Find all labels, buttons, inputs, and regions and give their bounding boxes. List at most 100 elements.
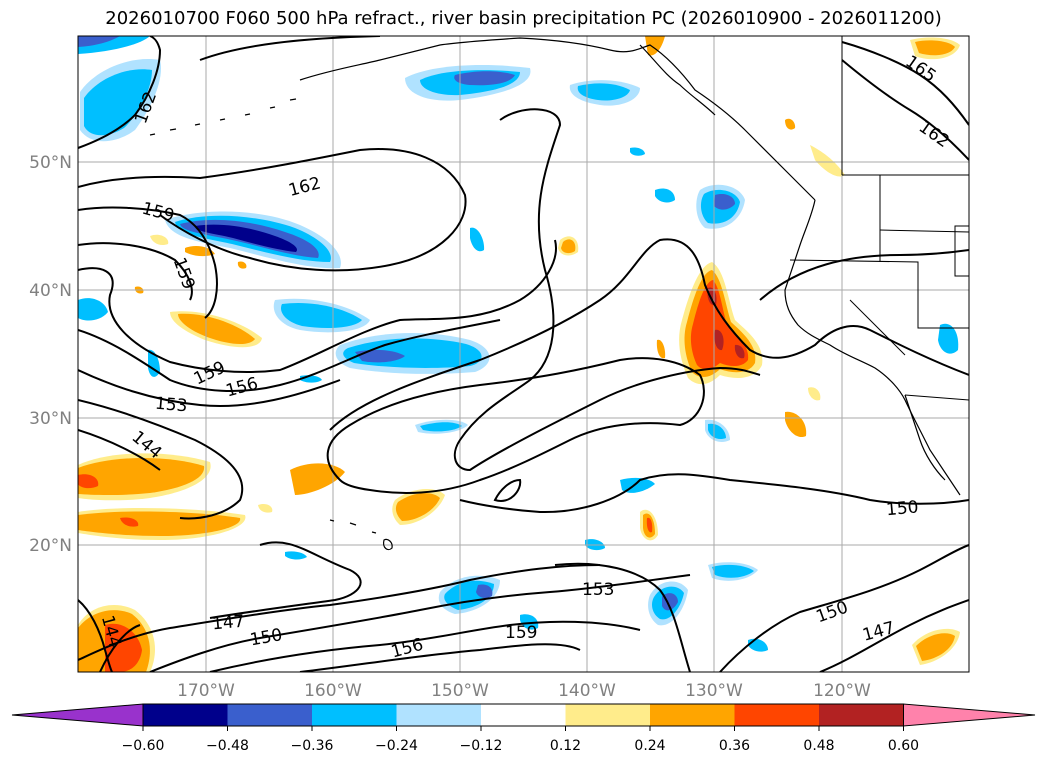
neg-region-sub-5 bbox=[285, 551, 307, 560]
neg-region-top-left-core bbox=[78, 36, 120, 47]
colorbar-extension-low bbox=[11, 703, 144, 727]
neg-region-sub-1-core bbox=[420, 422, 462, 432]
colorbar-segment bbox=[565, 704, 650, 726]
neg-region-south-4 bbox=[520, 614, 539, 630]
pos-region-se-core bbox=[916, 633, 955, 661]
neg-region-west bbox=[78, 298, 108, 321]
contour-165-ne bbox=[841, 41, 969, 126]
contour-153-mid bbox=[459, 473, 969, 514]
contour-147-east bbox=[819, 599, 969, 672]
neg-region-mid-1-core bbox=[280, 302, 362, 328]
colorbar-segment bbox=[734, 704, 819, 726]
contour-156-south bbox=[209, 620, 641, 672]
colorbar-tick-label: 0.60 bbox=[888, 738, 919, 754]
lon-label: 120°W bbox=[813, 681, 871, 701]
colorbar: −0.60 −0.48 −0.36 −0.24 −0.12 0.12 0.24 0.36 0.4… bbox=[11, 703, 1036, 754]
contour-label: 150 bbox=[885, 497, 919, 520]
map-content: 162 165 162 162 159 159 159 156 153 144 … bbox=[78, 36, 969, 672]
colorbar-segment bbox=[396, 704, 481, 726]
contour-156 bbox=[78, 239, 557, 374]
pos-region-hawaii-3 bbox=[290, 463, 345, 495]
pos-region-hawaii-2-strong bbox=[120, 517, 139, 527]
contour-150-south-b bbox=[149, 574, 691, 672]
lat-label: 30°N bbox=[29, 409, 72, 429]
colorbar-segment bbox=[481, 704, 566, 726]
lon-label: 170°W bbox=[177, 681, 235, 701]
pos-region-subtrop-2 bbox=[808, 387, 821, 401]
colorbar-tick-label: −0.12 bbox=[460, 738, 503, 754]
neg-region-coast bbox=[938, 323, 959, 354]
pos-region-wpac-3 bbox=[185, 246, 215, 257]
longitude-labels: 170°W 160°W 150°W 140°W 130°W 120°W bbox=[177, 681, 871, 701]
pos-region-hawaii-5 bbox=[258, 503, 273, 513]
contour-150-south bbox=[209, 541, 362, 619]
neg-region-east-1-strong bbox=[714, 194, 735, 210]
colorbar-tick-label: −0.24 bbox=[375, 738, 418, 754]
contour-147-south bbox=[78, 564, 601, 661]
colorbar-tick-label: −0.48 bbox=[206, 738, 249, 754]
contour-small-loop bbox=[493, 478, 522, 502]
contour-ne-east bbox=[759, 249, 969, 301]
map-title: 2026010700 F060 500 hPa refract., river … bbox=[105, 8, 942, 29]
colorbar-tick-label: 0.24 bbox=[634, 738, 665, 754]
lon-label: 150°W bbox=[431, 681, 489, 701]
ocean bbox=[78, 36, 969, 672]
contour-150 bbox=[78, 369, 341, 407]
contour-label: 159 bbox=[505, 623, 537, 643]
contour-label: 147 bbox=[211, 612, 245, 635]
contour-159-south bbox=[299, 643, 581, 672]
pos-region-hawaii-1-strong bbox=[78, 474, 99, 489]
map-frame bbox=[77, 35, 970, 673]
neg-region-gulf-1-core bbox=[454, 71, 515, 86]
lat-label: 50°N bbox=[29, 153, 72, 173]
lon-label: 160°W bbox=[304, 681, 362, 701]
pos-region-small-1 bbox=[656, 339, 666, 359]
contour-147-sw bbox=[99, 624, 141, 672]
neg-region-east-3 bbox=[470, 227, 485, 252]
colorbar-segment bbox=[819, 704, 904, 726]
latitude-labels: 50°N 40°N 30°N 20°N bbox=[29, 153, 72, 556]
lat-label: 20°N bbox=[29, 536, 72, 556]
colorbar-segment bbox=[650, 704, 735, 726]
contour-big-loop bbox=[329, 238, 969, 431]
colorbar-segments bbox=[11, 703, 1036, 727]
pos-region-small-3 bbox=[785, 118, 796, 130]
pos-region-california-peak-2 bbox=[714, 329, 724, 351]
contour-144-sw bbox=[78, 599, 113, 672]
graticule bbox=[78, 36, 969, 672]
neg-region-south-3-core bbox=[712, 564, 754, 578]
contour-top bbox=[199, 36, 381, 61]
lon-label: 130°W bbox=[685, 681, 743, 701]
neg-region-east-4 bbox=[630, 147, 645, 156]
neg-region-south-1-strong bbox=[476, 584, 493, 599]
neg-region-mid-2-strong bbox=[355, 349, 405, 363]
pos-region-wpac-4 bbox=[237, 261, 247, 269]
contour-144 bbox=[78, 399, 244, 520]
colorbar-segment bbox=[312, 704, 397, 726]
contour-159-inner bbox=[453, 108, 761, 472]
colorbar-tick-label: 0.36 bbox=[719, 738, 750, 754]
pos-region-hawaii-4-core bbox=[395, 493, 440, 521]
pos-region-california-peak-3 bbox=[734, 344, 745, 359]
contour-159 bbox=[78, 206, 218, 319]
neg-region-gulf-2-core bbox=[577, 83, 630, 101]
colorbar-tick-label: 0.48 bbox=[803, 738, 834, 754]
pos-region-wpac-1-core bbox=[178, 313, 255, 345]
colorbar-tick-label: 0.12 bbox=[550, 738, 581, 754]
contour-159-b bbox=[78, 242, 193, 301]
contour-inner-loop bbox=[326, 357, 705, 494]
lat-label: 40°N bbox=[29, 281, 72, 301]
contour-153 bbox=[78, 319, 501, 392]
pos-region-central-peak bbox=[646, 517, 653, 533]
colorbar-ticks: −0.60 −0.48 −0.36 −0.24 −0.12 0.12 0.24 0.36 0.4… bbox=[122, 726, 919, 754]
colorbar-frame bbox=[142, 703, 904, 727]
contour-150-east bbox=[719, 544, 969, 672]
pos-region-wpac-2 bbox=[150, 234, 169, 246]
pos-region-sw-strong bbox=[105, 623, 142, 672]
colorbar-tick-label: −0.60 bbox=[122, 738, 165, 754]
contour-162-jet bbox=[78, 148, 467, 272]
country-borders bbox=[789, 36, 969, 401]
colorbar-extension-high bbox=[903, 703, 1036, 727]
contour-162-nw bbox=[78, 36, 162, 149]
